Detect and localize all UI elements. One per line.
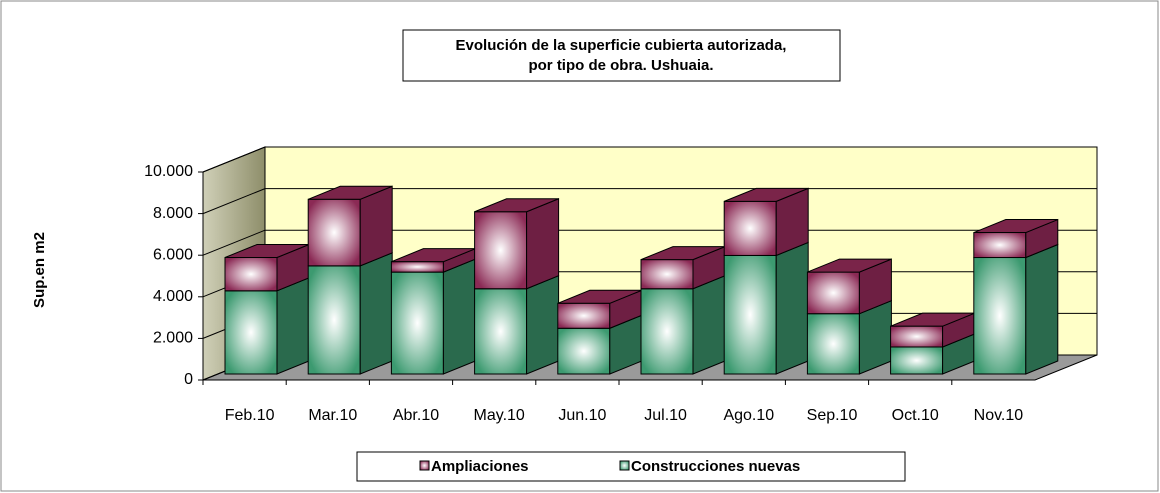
bar-side bbox=[359, 252, 393, 375]
bar-segment bbox=[307, 252, 393, 375]
bar-side bbox=[526, 274, 560, 375]
x-tick-label: Feb.10 bbox=[225, 407, 275, 424]
y-axis-label: Sup.en m2 bbox=[31, 232, 48, 308]
x-tick-label: Mar.10 bbox=[308, 407, 357, 424]
bar-front bbox=[973, 232, 1027, 259]
bar-front bbox=[890, 346, 944, 375]
x-tick-label: Sep.10 bbox=[807, 407, 858, 424]
y-tick-label: 6.000 bbox=[153, 246, 193, 263]
legend-swatch bbox=[619, 460, 630, 471]
bar-segment bbox=[973, 243, 1059, 375]
bar-top bbox=[474, 198, 559, 213]
bar-front bbox=[307, 265, 361, 375]
bar-segment bbox=[224, 277, 310, 375]
bar-front bbox=[973, 257, 1027, 375]
x-tick-label: Jun.10 bbox=[558, 407, 606, 424]
x-tick-label: Jul.10 bbox=[644, 407, 687, 424]
bar-top bbox=[724, 187, 809, 202]
bar-top bbox=[807, 258, 892, 273]
bar-segment bbox=[474, 274, 560, 375]
bar-segment bbox=[307, 185, 393, 267]
bar-front bbox=[557, 327, 611, 375]
bar-front bbox=[224, 257, 278, 292]
bar-segment bbox=[723, 241, 809, 375]
bar-front bbox=[806, 271, 860, 315]
bar-segment bbox=[474, 198, 560, 290]
bar-front bbox=[890, 325, 944, 348]
bar-segment bbox=[390, 258, 476, 375]
chart-title: Evolución de la superficie cubierta auto… bbox=[456, 37, 787, 54]
bar-front bbox=[806, 313, 860, 375]
bar-front bbox=[474, 288, 528, 375]
bar-side bbox=[276, 277, 310, 375]
bar-side bbox=[442, 258, 476, 375]
bar-front bbox=[557, 302, 611, 329]
y-tick-label: 8.000 bbox=[153, 205, 193, 222]
bar-side bbox=[526, 198, 560, 290]
x-tick-label: Nov.10 bbox=[974, 407, 1024, 424]
bar-front bbox=[307, 198, 361, 267]
bar-front bbox=[723, 254, 777, 375]
bar-side bbox=[1025, 243, 1059, 375]
grid-line bbox=[202, 146, 266, 173]
bar-front bbox=[640, 288, 694, 375]
y-tick-label: 10.000 bbox=[144, 163, 193, 180]
bar-front bbox=[474, 211, 528, 290]
bar-segment bbox=[640, 245, 726, 290]
bar-segment bbox=[973, 218, 1059, 259]
bar-front bbox=[390, 271, 444, 375]
bar-front bbox=[390, 261, 444, 273]
x-tick-label: Oct.10 bbox=[892, 407, 939, 424]
chart-title: por tipo de obra. Ushuaia. bbox=[528, 57, 713, 74]
legend-label: Ampliaciones bbox=[431, 458, 529, 475]
legend-swatch bbox=[419, 460, 430, 471]
y-tick-label: 4.000 bbox=[153, 288, 193, 305]
y-tick-label: 2.000 bbox=[153, 330, 193, 347]
bar-segment bbox=[723, 187, 809, 257]
bar-top bbox=[973, 219, 1058, 234]
legend bbox=[356, 451, 906, 482]
x-tick-label: Abr.10 bbox=[393, 407, 439, 424]
bar-front bbox=[224, 290, 278, 375]
bar-front bbox=[640, 259, 694, 290]
grid-line bbox=[202, 229, 266, 256]
bar-side bbox=[775, 241, 809, 375]
bar-top bbox=[308, 185, 393, 200]
title-box bbox=[402, 29, 841, 82]
bar-front bbox=[723, 200, 777, 256]
x-tick-label: Ago.10 bbox=[723, 407, 774, 424]
bar-side bbox=[359, 185, 393, 267]
legend-label: Construcciones nuevas bbox=[631, 458, 800, 475]
bar-segment bbox=[806, 258, 892, 315]
x-tick-label: May.10 bbox=[474, 407, 525, 424]
bar-side bbox=[692, 274, 726, 375]
bar-segment bbox=[640, 274, 726, 375]
y-tick-label: 0 bbox=[184, 371, 193, 388]
grid-line bbox=[202, 188, 266, 215]
